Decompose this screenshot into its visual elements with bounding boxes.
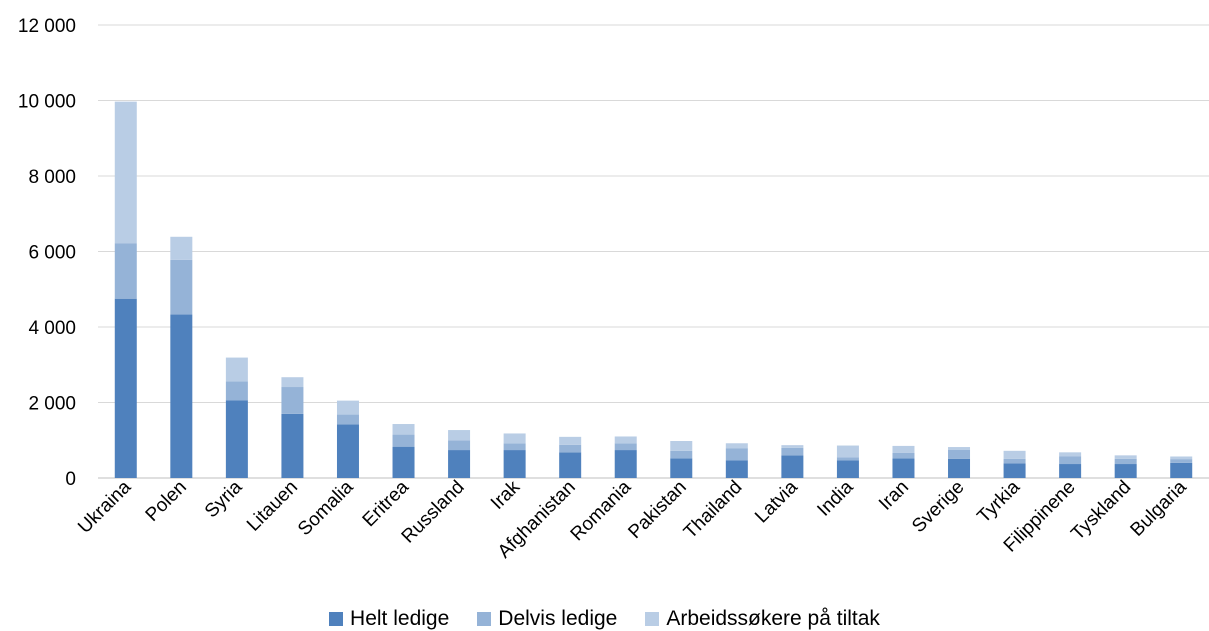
y-tick-label: 10 000 [18,92,76,113]
bar-tyrkia-arbeidssokere-pa-tiltak [1003,450,1026,459]
bar-litauen-arbeidssokere-pa-tiltak [281,377,304,388]
bar-irak-helt-ledige [503,450,526,478]
bar-pakistan-helt-ledige [670,458,693,478]
legend-item-delvis-ledige: Delvis ledige [477,607,617,631]
bar-irak-arbeidssokere-pa-tiltak [503,433,526,444]
y-tick-label: 2 000 [28,394,76,415]
x-tick-label-romania: Romania [567,476,636,545]
bar-tyrkia-helt-ledige [1003,463,1026,478]
y-tick-label: 0 [65,469,76,490]
bar-filippinene-helt-ledige [1059,464,1082,478]
x-tick-label-pakistan: Pakistan [624,477,690,543]
bar-latvia-delvis-ledige [781,447,804,456]
bar-eritrea-helt-ledige [392,446,415,478]
bar-polen-arbeidssokere-pa-tiltak [170,236,193,260]
bar-romania-arbeidssokere-pa-tiltak [614,436,637,444]
x-tick-label-iran: Iran [875,477,913,515]
x-tick-label-somalia: Somalia [294,476,358,540]
legend-label-helt-ledige: Helt ledige [350,607,450,630]
bar-tyrkia-delvis-ledige [1003,458,1026,464]
x-tick-label-thailand: Thailand [680,477,746,543]
stacked-bar-chart: 0 2 000 4 000 6 000 8 000 10 000 12 000 Ukrain… [18,16,1209,563]
x-tick-label-polen: Polen [142,477,191,526]
y-tick-label: 4 000 [28,318,76,339]
bar-sverige-arbeidssokere-pa-tiltak [948,447,971,450]
bar-bulgaria-delvis-ledige [1170,459,1193,463]
x-tick-label-eritrea: Eritrea [359,476,414,531]
bar-latvia-helt-ledige [781,455,804,478]
bar-somalia-arbeidssokere-pa-tiltak [336,400,359,415]
bar-iran-delvis-ledige [892,452,915,459]
legend-label-delvis-ledige: Delvis ledige [498,607,618,630]
bar-irak-delvis-ledige [503,443,526,451]
bar-ukraina-arbeidssokere-pa-tiltak [114,101,137,244]
legend-swatch-helt-ledige [329,612,344,626]
x-tick-label-india: India [813,476,857,520]
bar-eritrea-arbeidssokere-pa-tiltak [392,424,415,435]
bar-thailand-helt-ledige [725,460,748,478]
bar-russland-arbeidssokere-pa-tiltak [448,430,471,441]
bar-ukraina-delvis-ledige [114,243,137,299]
bar-romania-delvis-ledige [614,443,637,451]
bar-filippinene-arbeidssokere-pa-tiltak [1059,452,1082,457]
x-tick-label-ukraina: Ukraina [74,476,135,537]
bar-sverige-helt-ledige [948,458,971,478]
x-tick-label-irak: Irak [487,476,525,514]
legend: Helt ledige Delvis ledige Arbeidssøkere … [0,607,1209,631]
bar-somalia-delvis-ledige [336,414,359,425]
bar-iran-helt-ledige [892,458,915,478]
bar-ukraina-helt-ledige [114,298,137,478]
bar-polen-helt-ledige [170,314,193,478]
bar-bulgaria-helt-ledige [1170,462,1193,478]
bar-afghanistan-arbeidssokere-pa-tiltak [559,436,582,445]
bar-tyskland-delvis-ledige [1114,458,1137,465]
bar-thailand-delvis-ledige [725,448,748,461]
bar-litauen-helt-ledige [281,413,304,478]
bar-bulgaria-arbeidssokere-pa-tiltak [1170,456,1193,460]
bar-syria-delvis-ledige [225,381,248,401]
bar-russland-delvis-ledige [448,440,471,451]
bar-russland-helt-ledige [448,450,471,478]
bar-thailand-arbeidssokere-pa-tiltak [725,443,748,449]
y-tick-label: 12 000 [18,16,76,37]
gridlines [98,24,1209,479]
bar-india-helt-ledige [836,460,859,478]
legend-item-arbeidssokere-pa-tiltak: Arbeidssøkere på tiltak [645,607,880,631]
bar-latvia-arbeidssokere-pa-tiltak [781,445,804,448]
x-tick-label-litauen: Litauen [243,477,302,536]
bars [114,101,1193,478]
bar-pakistan-arbeidssokere-pa-tiltak [670,441,693,451]
x-tick-label-tyrkia: Tyrkia [973,476,1024,527]
x-tick-label-tyskland: Tyskland [1067,477,1135,545]
legend-swatch-delvis-ledige [477,612,492,626]
bar-filippinene-delvis-ledige [1059,456,1082,465]
bar-afghanistan-helt-ledige [559,452,582,478]
bar-sverige-delvis-ledige [948,449,971,459]
x-tick-label-latvia: Latvia [751,476,802,527]
bar-somalia-helt-ledige [336,424,359,478]
legend-swatch-arbeidssokere-pa-tiltak [645,612,660,626]
bar-india-arbeidssokere-pa-tiltak [836,445,859,458]
bar-litauen-delvis-ledige [281,387,304,414]
legend-item-helt-ledige: Helt ledige [329,607,449,631]
bar-afghanistan-delvis-ledige [559,444,582,453]
x-tick-label-syria: Syria [201,476,247,522]
bar-romania-helt-ledige [614,450,637,478]
bar-pakistan-delvis-ledige [670,450,693,459]
x-tick-label-sverige: Sverige [908,477,968,537]
x-tick-label-bulgaria: Bulgaria [1127,476,1191,540]
bar-eritrea-delvis-ledige [392,434,415,447]
bar-tyskland-arbeidssokere-pa-tiltak [1114,455,1137,459]
bar-syria-helt-ledige [225,400,248,478]
y-tick-label: 8 000 [28,167,76,188]
y-tick-label: 6 000 [28,243,76,264]
bar-iran-arbeidssokere-pa-tiltak [892,445,915,453]
bar-syria-arbeidssokere-pa-tiltak [225,357,248,382]
bar-tyskland-helt-ledige [1114,464,1137,478]
bar-india-delvis-ledige [836,457,859,461]
y-axis: 0 2 000 4 000 6 000 8 000 10 000 12 000 [18,16,76,490]
bar-polen-delvis-ledige [170,259,193,315]
legend-label-arbeidssokere-pa-tiltak: Arbeidssøkere på tiltak [666,607,880,630]
